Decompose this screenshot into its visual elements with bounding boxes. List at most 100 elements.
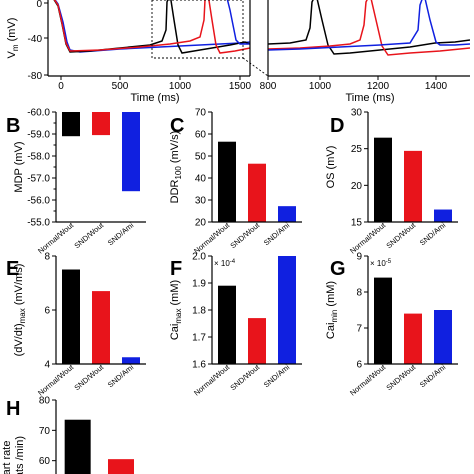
- panel-letter-f: F: [170, 258, 182, 280]
- ytick-label: 20: [351, 181, 363, 192]
- ytick-label: 9: [356, 252, 362, 263]
- bar-f-3: [278, 256, 296, 364]
- top-right-plot: 800 1000 1200 1400 Time (ms): [260, 0, 470, 104]
- bar-b-1: [62, 112, 80, 137]
- trace-snd-ami-left: [54, 0, 251, 53]
- category-label: SND/Ami: [106, 220, 136, 247]
- bar-h-2: [108, 459, 134, 474]
- category-label: SND/Ami: [418, 362, 448, 389]
- category-label: SND/Ami: [418, 220, 448, 247]
- ytick-label: 80: [39, 396, 51, 407]
- xtick-1000: 1000: [169, 81, 192, 92]
- bar-c-2: [248, 163, 266, 222]
- axis-multiplier: × 10-5: [370, 259, 392, 268]
- zoom-region-box: [151, 0, 244, 59]
- ylabel-d: OS (mV): [325, 146, 337, 189]
- top-left-plot: 0 -40 -80 0 500 1000 1500 Time (ms) Vm (…: [6, 0, 269, 104]
- panel-letter-e: E: [6, 258, 19, 280]
- ytick-label: -55.0: [27, 218, 50, 229]
- trace-snd-wout-right: [268, 0, 470, 56]
- ylabel-h-line2: (beats /min): [14, 436, 26, 474]
- ytick-label: -56.0: [27, 196, 50, 207]
- ytick-minus40: -40: [28, 34, 43, 45]
- ytick-label: 40: [195, 174, 207, 185]
- ytick-label: 30: [195, 196, 207, 207]
- ytick-label: 30: [351, 108, 363, 119]
- panel-b: -60.0-59.0-58.0-57.0-56.0-55.0Normal/Wou…: [6, 108, 146, 256]
- bar-c-3: [278, 206, 296, 222]
- ytick-label: 1.9: [192, 279, 206, 290]
- ytick-label: 6: [44, 306, 50, 317]
- ytick-label: 2.0: [192, 252, 206, 263]
- ytick-0: 0: [36, 0, 42, 10]
- ytick-label: 70: [39, 426, 51, 437]
- category-label: SND/Wout: [228, 220, 262, 250]
- bar-e-2: [92, 291, 110, 364]
- bar-g-3: [434, 310, 452, 364]
- ytick-minus80: -80: [28, 71, 43, 82]
- bar-panels: -60.0 -59.0 -58.0 -57.0 -56.0 -55.0 Normal/Wou…: [1, 108, 458, 474]
- category-label: SND/Wout: [72, 220, 106, 250]
- category-label: SND/Wout: [72, 362, 106, 392]
- ytick-label: 15: [351, 218, 363, 229]
- ytick-label: 60: [195, 130, 207, 141]
- panel-letter-g: G: [330, 258, 346, 280]
- ap-traces-left: [53, 0, 251, 54]
- category-label: SND/Ami: [262, 362, 292, 389]
- ytick-label: 1.8: [192, 306, 206, 317]
- ylabel-b: MDP (mV): [13, 141, 25, 192]
- xtick-r-1000: 1000: [309, 81, 332, 92]
- ytick-label: 8: [44, 252, 50, 263]
- bar-d-1: [374, 137, 392, 222]
- ytick-label: 6: [356, 360, 362, 371]
- panel-letter-b: B: [6, 115, 20, 137]
- ylabel-g: Caimin (mM): [325, 281, 339, 339]
- category-label: SND/Ami: [106, 362, 136, 389]
- category-label: SND/Wout: [384, 362, 418, 392]
- category-label: SND/Ami: [262, 220, 292, 247]
- ytick-label: -59.0: [27, 130, 50, 141]
- top-right-xlabel: Time (ms): [345, 92, 394, 104]
- axis-multiplier: × 10-4: [214, 259, 236, 268]
- ytick-label: 70: [195, 108, 207, 119]
- top-left-ylabel: Vm (mV): [6, 18, 20, 59]
- bar-f-2: [248, 318, 266, 364]
- xtick-r-800: 800: [260, 81, 277, 92]
- ytick-label: 20: [195, 218, 207, 229]
- ylabel-h-line1: Heart rate: [1, 441, 13, 474]
- ytick-label: -60.0: [27, 108, 50, 119]
- bar-g-1: [374, 277, 392, 364]
- trace-normal-left: [53, 0, 251, 54]
- ytick-label: 1.7: [192, 333, 206, 344]
- ytick-label: -58.0: [27, 152, 50, 163]
- ytick-label: 25: [351, 144, 363, 155]
- xtick-1500: 1500: [229, 81, 252, 92]
- ytick-label: 50: [195, 152, 207, 163]
- ytick-label: 1.6: [192, 360, 206, 371]
- category-label: SND/Wout: [384, 220, 418, 250]
- trace-snd-ami-left-2: [226, 0, 250, 45]
- category-label: Normal/Wout: [348, 362, 388, 398]
- trace-normal-right: [268, 0, 470, 55]
- zoom-connector: [242, 57, 269, 77]
- ytick-label: 4: [44, 360, 50, 371]
- bar-e-1: [62, 269, 80, 364]
- ytick-label: -57.0: [27, 174, 50, 185]
- bar-d-2: [404, 150, 422, 222]
- ytick-label: 8: [356, 288, 362, 299]
- xtick-r-1400: 1400: [425, 81, 448, 92]
- bar-d-3: [434, 209, 452, 222]
- panel-letter-h: H: [6, 398, 20, 420]
- bar-b-2: [92, 112, 110, 136]
- bar-b-3: [122, 112, 140, 192]
- bar-g-2: [404, 313, 422, 364]
- panel-f: 1.61.71.81.92.0× 10-4Normal/WoutSND/Wout…: [169, 252, 302, 398]
- xtick-r-1200: 1200: [367, 81, 390, 92]
- ylabel-f: Caimax (mM): [169, 280, 183, 340]
- trace-snd-ami-right: [268, 0, 470, 51]
